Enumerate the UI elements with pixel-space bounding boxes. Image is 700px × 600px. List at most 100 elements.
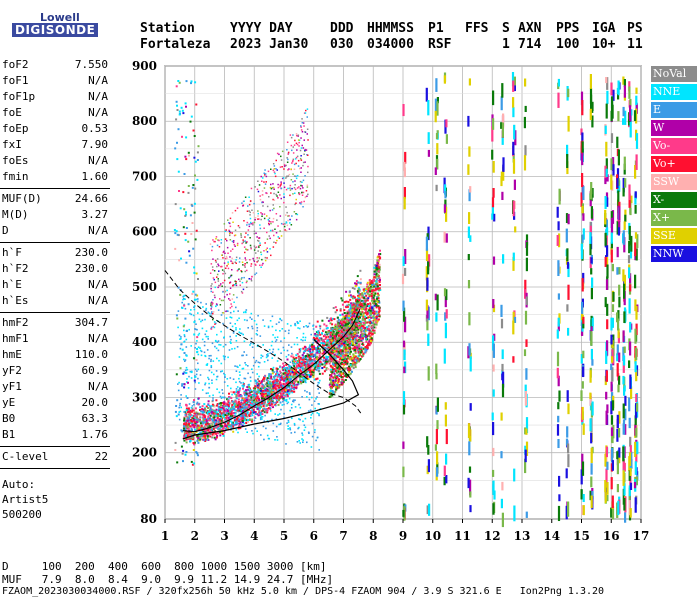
echo-point <box>268 377 271 380</box>
echo-point <box>373 310 376 313</box>
echo-point <box>348 336 351 339</box>
echo-point <box>204 333 207 336</box>
echo-point <box>265 383 268 386</box>
echo-point <box>273 377 276 380</box>
echo-point <box>240 411 243 414</box>
echo-point <box>286 393 289 396</box>
echo-point <box>321 352 324 355</box>
echo-point <box>202 422 204 425</box>
echo-point <box>180 337 182 340</box>
echo-point <box>273 384 276 387</box>
echo-point <box>220 417 223 420</box>
echo-point <box>298 418 300 420</box>
echo-point <box>265 427 267 430</box>
echo-point <box>270 344 273 347</box>
echo-point <box>345 315 348 318</box>
echo-point <box>306 391 308 393</box>
echo-point <box>237 310 239 312</box>
echo-point <box>240 409 242 412</box>
echo-point <box>294 184 296 186</box>
echo-points <box>173 72 639 528</box>
echo-point <box>198 424 201 427</box>
echo-point <box>332 368 334 371</box>
echo-point <box>333 369 336 372</box>
echo-point <box>241 399 244 401</box>
echo-point <box>263 400 266 403</box>
echo-point <box>284 380 287 383</box>
echo-point <box>197 353 200 356</box>
echo-point <box>358 288 361 291</box>
echo-point <box>347 354 349 357</box>
echo-point <box>317 381 320 384</box>
echo-point <box>314 407 316 410</box>
echo-point <box>204 406 206 409</box>
echo-point <box>240 400 243 402</box>
echo-point <box>333 353 336 356</box>
echo-point <box>294 360 297 363</box>
echo-point <box>190 406 193 409</box>
echo-point <box>256 408 259 411</box>
echo-point <box>286 375 289 378</box>
echo-point <box>376 287 379 290</box>
echo-point <box>211 433 214 436</box>
echo-point <box>213 410 216 413</box>
echo-point <box>202 306 204 308</box>
echo-point <box>373 289 376 292</box>
echo-point <box>354 315 357 318</box>
echo-point <box>340 341 343 343</box>
echo-point <box>244 408 247 411</box>
echo-point <box>244 409 247 412</box>
echo-point <box>317 339 320 342</box>
echo-point <box>205 330 208 332</box>
echo-point <box>363 305 366 308</box>
echo-point <box>330 381 333 384</box>
echo-point <box>268 395 271 398</box>
echo-point <box>248 414 251 417</box>
echo-point <box>251 410 254 413</box>
echo-point <box>262 395 265 398</box>
echo-point <box>236 365 238 368</box>
echo-point <box>363 323 366 326</box>
echo-point <box>291 359 294 362</box>
echo-point <box>184 425 187 428</box>
echo-point <box>194 320 196 322</box>
echo-point <box>199 427 202 430</box>
echo-point <box>344 373 347 376</box>
echo-point <box>283 365 285 367</box>
echo-point <box>351 305 354 307</box>
echo-point <box>275 213 278 215</box>
header-label-6: S <box>502 21 510 36</box>
echo-point <box>329 386 332 388</box>
echo-point <box>251 371 254 374</box>
echo-point <box>212 311 215 313</box>
echo-point <box>340 326 343 329</box>
echo-point <box>348 357 351 360</box>
echo-point <box>372 291 375 293</box>
echo-point <box>273 382 276 384</box>
echo-point <box>332 351 335 353</box>
echo-point <box>292 362 294 364</box>
echo-point <box>280 319 283 322</box>
echo-point <box>285 372 288 374</box>
header-value-1: 2023 Jan30 <box>230 37 309 52</box>
echo-point <box>347 330 350 333</box>
echo-point <box>260 393 263 396</box>
echo-point <box>356 300 359 303</box>
echo-point <box>291 370 294 372</box>
echo-point <box>210 326 213 329</box>
echo-point <box>224 272 227 275</box>
echo-point <box>230 390 233 393</box>
echo-point <box>216 413 219 416</box>
param-row-fxi: fxI 7.90 <box>2 138 108 154</box>
echo-point <box>237 394 240 397</box>
echo-point <box>277 388 280 390</box>
echo-point <box>260 381 263 383</box>
echo-point <box>187 419 190 422</box>
echo-point <box>324 338 327 340</box>
echo-point <box>365 349 368 352</box>
echo-point <box>313 431 316 434</box>
echo-point <box>338 370 340 373</box>
echo-point <box>228 396 231 399</box>
echo-point <box>294 192 296 194</box>
echo-point <box>288 380 291 383</box>
